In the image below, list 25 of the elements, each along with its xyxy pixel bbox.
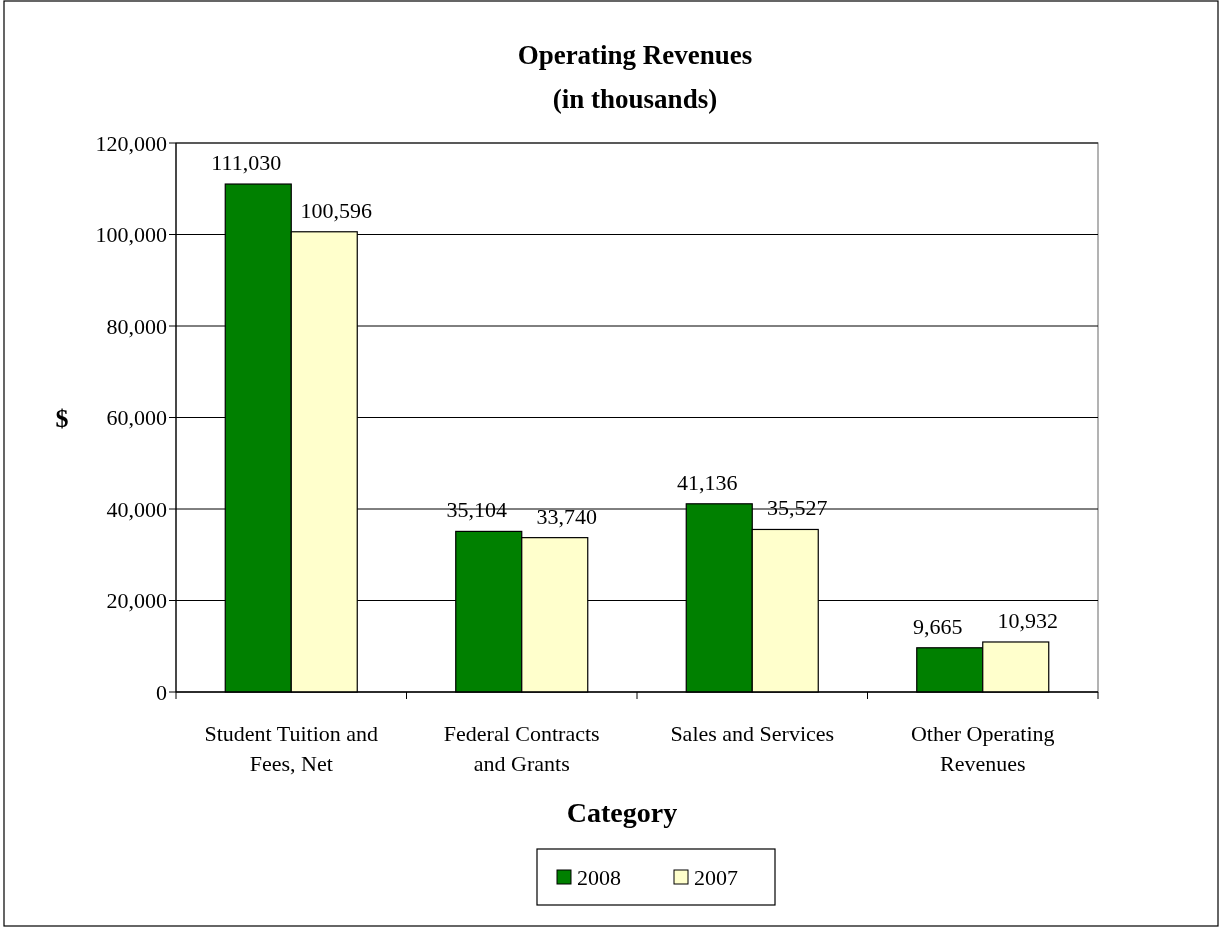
x-tick-label: Other Operating Revenues bbox=[910, 721, 1055, 776]
x-tick-label: Federal Contracts and Grants bbox=[443, 721, 600, 776]
y-tick-label: 80,000 bbox=[106, 313, 167, 339]
y-axis-title: $ bbox=[55, 404, 69, 433]
chart-subtitle: (in thousands) bbox=[552, 84, 718, 114]
data-label: 33,740 bbox=[536, 503, 597, 529]
data-label: 111,030 bbox=[211, 150, 282, 176]
y-tick-label: 40,000 bbox=[106, 496, 167, 522]
x-tick-label: Sales and Services bbox=[670, 721, 835, 746]
data-label: 35,527 bbox=[767, 495, 828, 521]
x-tick-label: Student Tuition and Fees, Net bbox=[204, 721, 379, 776]
y-tick-label: 0 bbox=[156, 679, 167, 705]
y-tick-label: 120,000 bbox=[95, 130, 167, 156]
data-label: 41,136 bbox=[677, 469, 738, 495]
x-axis-title: Category bbox=[566, 797, 678, 828]
legend-label: 2008 bbox=[577, 865, 621, 890]
data-label: 10,932 bbox=[997, 607, 1058, 633]
data-label: 35,104 bbox=[446, 497, 507, 523]
y-tick-label: 60,000 bbox=[106, 405, 167, 431]
chart-title: Operating Revenues bbox=[517, 40, 753, 70]
legend-label: 2007 bbox=[694, 865, 738, 890]
data-label: 100,596 bbox=[300, 197, 372, 223]
y-tick-label: 100,000 bbox=[95, 222, 167, 248]
y-tick-label: 20,000 bbox=[106, 588, 167, 614]
data-label: 9,665 bbox=[913, 613, 963, 639]
